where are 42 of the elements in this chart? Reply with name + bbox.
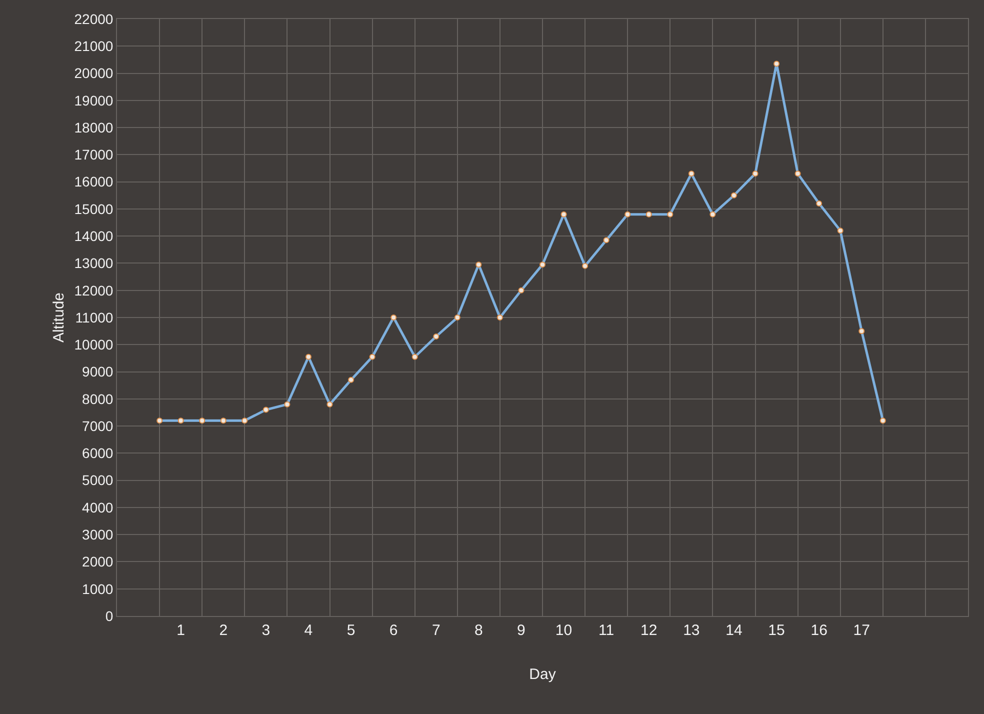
y-axis-title: Altitude <box>50 292 68 343</box>
y-tick-label: 11000 <box>75 309 114 326</box>
y-tick-label: 20000 <box>74 65 114 82</box>
x-tick-label: 16 <box>810 622 828 639</box>
y-tick-label: 16000 <box>74 174 114 190</box>
x-tick-label: 11 <box>598 622 614 639</box>
y-tick-label: 2000 <box>82 554 114 570</box>
x-tick-label: 9 <box>517 622 526 639</box>
y-tick-label: 8000 <box>82 390 114 407</box>
y-tick-label: 7000 <box>82 418 114 434</box>
x-tick-label: 10 <box>555 622 572 639</box>
y-tick-label: 18000 <box>74 119 114 136</box>
y-tick-label: 12000 <box>74 282 114 298</box>
y-tick-label: 5000 <box>82 472 114 488</box>
y-tick-label: 9000 <box>82 364 114 380</box>
y-tick-label: 21000 <box>74 38 114 54</box>
x-tick-label: 14 <box>726 622 742 639</box>
y-tick-label: 13000 <box>74 255 114 272</box>
y-tick-label: 1000 <box>82 580 114 597</box>
y-tick-label: 0 <box>105 608 114 624</box>
x-tick-label: 15 <box>768 622 785 639</box>
y-tick-label: 17000 <box>74 146 114 163</box>
y-tick-label: 22000 <box>74 10 114 27</box>
x-tick-label: 8 <box>474 622 483 639</box>
x-tick-label: 5 <box>346 622 356 639</box>
y-tick-label: 6000 <box>82 445 114 462</box>
y-tick-label: 15000 <box>74 200 114 217</box>
x-tick-label: 1 <box>176 622 185 639</box>
x-tick-label: 12 <box>640 622 658 639</box>
y-tick-label: 10000 <box>74 336 114 353</box>
y-tick-label: 19000 <box>74 92 114 108</box>
x-axis-title: Day <box>529 666 556 683</box>
x-tick-label: 4 <box>304 622 313 639</box>
x-tick-label: 7 <box>432 622 440 639</box>
x-tick-label: 13 <box>683 622 700 639</box>
x-tick-label: 2 <box>219 622 228 639</box>
x-tick-label: 6 <box>389 622 398 639</box>
x-tick-label: 3 <box>262 622 270 639</box>
y-tick-label: 14000 <box>74 228 114 244</box>
x-tick-label: 17 <box>853 622 870 639</box>
y-tick-label: 4000 <box>82 499 114 516</box>
y-tick-label: 3000 <box>82 526 114 542</box>
